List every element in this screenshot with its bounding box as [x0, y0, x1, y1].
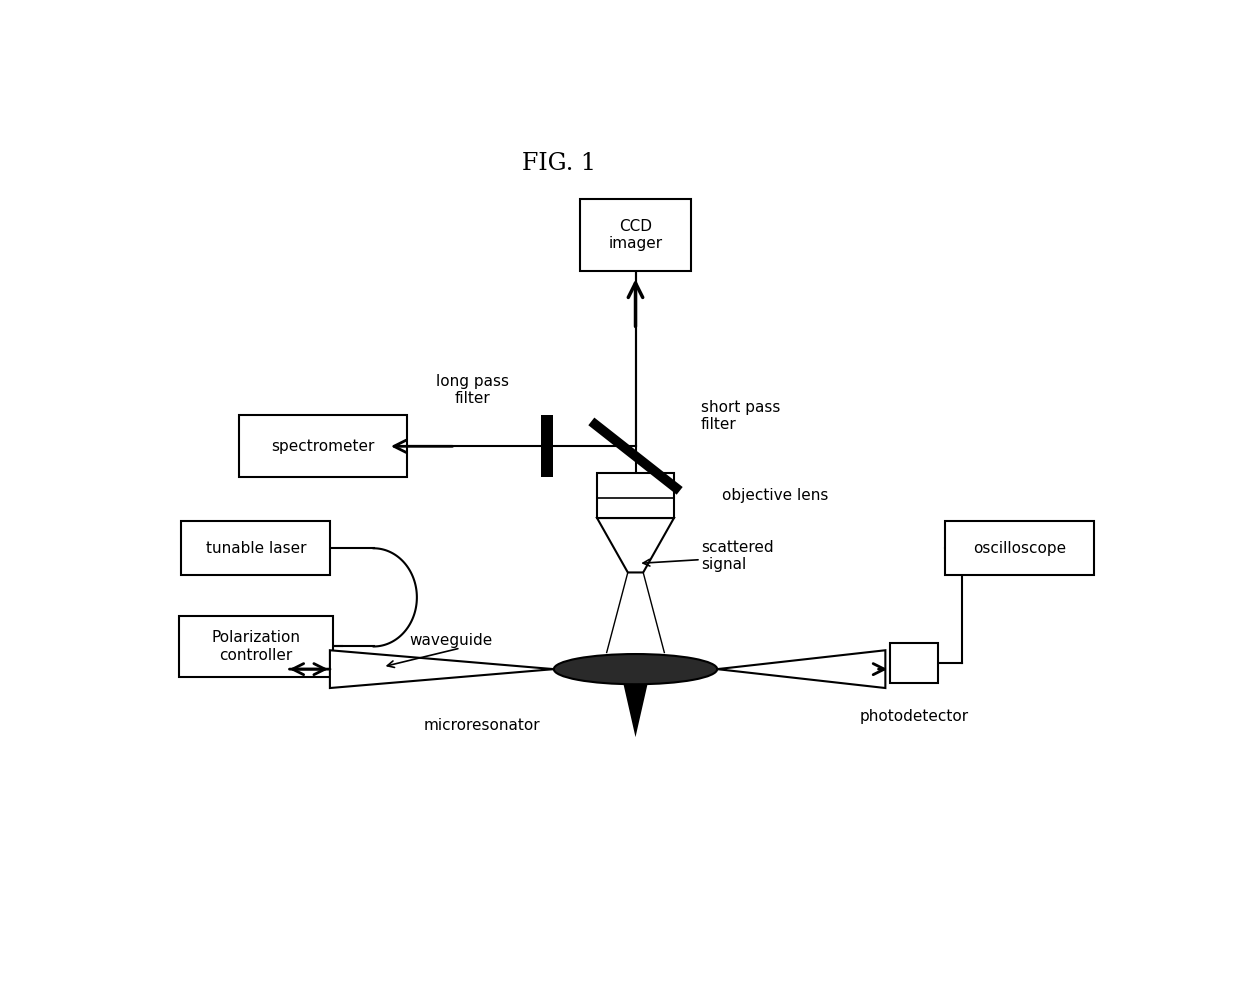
- Polygon shape: [717, 650, 885, 688]
- Polygon shape: [624, 685, 647, 737]
- Bar: [179, 615, 332, 678]
- Text: waveguide: waveguide: [409, 633, 492, 647]
- Text: photodetector: photodetector: [859, 709, 968, 724]
- Text: scattered
signal: scattered signal: [701, 540, 774, 572]
- Polygon shape: [330, 650, 554, 688]
- Text: CCD
imager: CCD imager: [609, 219, 662, 251]
- Bar: [181, 521, 330, 576]
- Text: FIG. 1: FIG. 1: [522, 151, 595, 175]
- Polygon shape: [596, 518, 675, 573]
- Text: short pass
filter: short pass filter: [701, 400, 780, 433]
- Bar: [580, 199, 691, 271]
- Text: oscilloscope: oscilloscope: [973, 541, 1066, 556]
- Text: long pass
filter: long pass filter: [435, 374, 508, 406]
- Bar: [945, 521, 1095, 576]
- Bar: [541, 415, 553, 478]
- Text: tunable laser: tunable laser: [206, 541, 306, 556]
- Bar: [239, 415, 407, 478]
- Text: microresonator: microresonator: [423, 718, 541, 733]
- Ellipse shape: [554, 654, 717, 685]
- Text: objective lens: objective lens: [722, 488, 828, 503]
- Text: Polarization
controller: Polarization controller: [211, 630, 300, 663]
- Bar: [596, 473, 675, 518]
- Text: spectrometer: spectrometer: [272, 439, 374, 454]
- Bar: [890, 644, 939, 683]
